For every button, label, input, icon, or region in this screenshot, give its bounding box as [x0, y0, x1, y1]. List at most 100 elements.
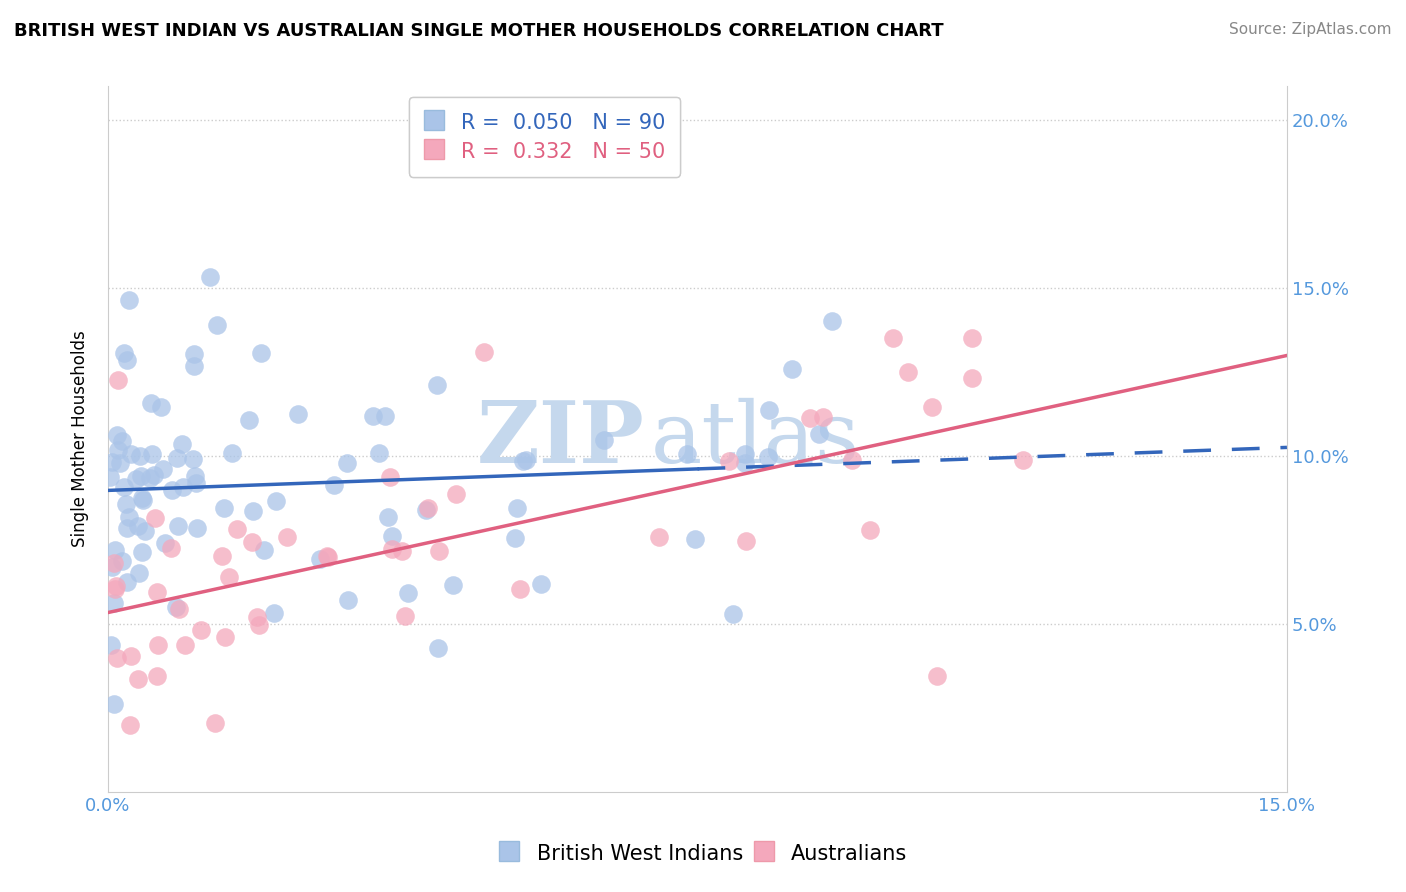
- Point: [859, 524, 882, 538]
- Point: [897, 365, 920, 379]
- Point: [811, 410, 834, 425]
- Point: [683, 533, 706, 547]
- Point: [115, 520, 138, 534]
- Point: [170, 437, 193, 451]
- Point: [146, 669, 169, 683]
- Point: [128, 566, 150, 581]
- Point: [112, 480, 135, 494]
- Point: [127, 672, 149, 686]
- Point: [247, 617, 270, 632]
- Point: [960, 371, 983, 385]
- Point: [141, 446, 163, 460]
- Y-axis label: Single Mother Households: Single Mother Households: [72, 331, 89, 548]
- Point: [253, 543, 276, 558]
- Point: [361, 409, 384, 423]
- Point: [143, 511, 166, 525]
- Point: [592, 434, 614, 448]
- Point: [110, 456, 132, 470]
- Point: [316, 549, 339, 564]
- Point: [266, 494, 288, 508]
- Point: [925, 669, 948, 683]
- Point: [101, 455, 124, 469]
- Point: [205, 318, 228, 332]
- Point: [1012, 452, 1035, 467]
- Point: [112, 345, 135, 359]
- Point: [367, 446, 389, 460]
- Point: [107, 373, 129, 387]
- Point: [396, 585, 419, 599]
- Point: [250, 346, 273, 360]
- Point: [155, 535, 177, 549]
- Point: [146, 638, 169, 652]
- Point: [204, 716, 226, 731]
- Point: [172, 479, 194, 493]
- Point: [101, 560, 124, 574]
- Point: [165, 599, 187, 614]
- Point: [721, 607, 744, 621]
- Point: [143, 468, 166, 483]
- Point: [190, 623, 212, 637]
- Point: [427, 544, 450, 558]
- Point: [186, 476, 208, 491]
- Point: [381, 529, 404, 543]
- Point: [125, 472, 148, 486]
- Point: [474, 344, 496, 359]
- Point: [221, 446, 243, 460]
- Point: [120, 648, 142, 663]
- Point: [111, 434, 134, 448]
- Point: [276, 530, 298, 544]
- Point: [960, 331, 983, 345]
- Point: [758, 403, 780, 417]
- Point: [444, 487, 467, 501]
- Point: [105, 651, 128, 665]
- Point: [821, 314, 844, 328]
- Point: [146, 585, 169, 599]
- Text: BRITISH WEST INDIAN VS AUSTRALIAN SINGLE MOTHER HOUSEHOLDS CORRELATION CHART: BRITISH WEST INDIAN VS AUSTRALIAN SINGLE…: [14, 22, 943, 40]
- Point: [132, 493, 155, 508]
- Point: [107, 443, 129, 458]
- Point: [315, 549, 337, 564]
- Point: [103, 697, 125, 711]
- Legend: R =  0.050   N = 90, R =  0.332   N = 50: R = 0.050 N = 90, R = 0.332 N = 50: [409, 96, 679, 177]
- Point: [183, 359, 205, 373]
- Point: [380, 470, 402, 484]
- Point: [427, 641, 450, 656]
- Point: [98, 469, 121, 483]
- Point: [882, 331, 904, 345]
- Point: [240, 535, 263, 549]
- Point: [173, 638, 195, 652]
- Point: [415, 503, 437, 517]
- Point: [734, 447, 756, 461]
- Point: [287, 407, 309, 421]
- Point: [167, 518, 190, 533]
- Point: [225, 522, 247, 536]
- Point: [134, 524, 156, 539]
- Point: [129, 450, 152, 464]
- Point: [512, 454, 534, 468]
- Point: [426, 378, 449, 392]
- Point: [377, 510, 399, 524]
- Point: [186, 521, 208, 535]
- Point: [242, 503, 264, 517]
- Point: [104, 543, 127, 558]
- Point: [100, 638, 122, 652]
- Point: [734, 533, 756, 548]
- Point: [212, 501, 235, 516]
- Point: [309, 551, 332, 566]
- Point: [183, 469, 205, 483]
- Point: [129, 468, 152, 483]
- Text: atlas: atlas: [651, 398, 859, 481]
- Point: [166, 451, 188, 466]
- Point: [506, 500, 529, 515]
- Point: [841, 453, 863, 467]
- Point: [381, 541, 404, 556]
- Point: [263, 606, 285, 620]
- Point: [103, 556, 125, 570]
- Point: [159, 541, 181, 555]
- Point: [183, 347, 205, 361]
- Point: [150, 400, 173, 414]
- Point: [675, 447, 697, 461]
- Point: [131, 491, 153, 505]
- Point: [105, 428, 128, 442]
- Point: [114, 497, 136, 511]
